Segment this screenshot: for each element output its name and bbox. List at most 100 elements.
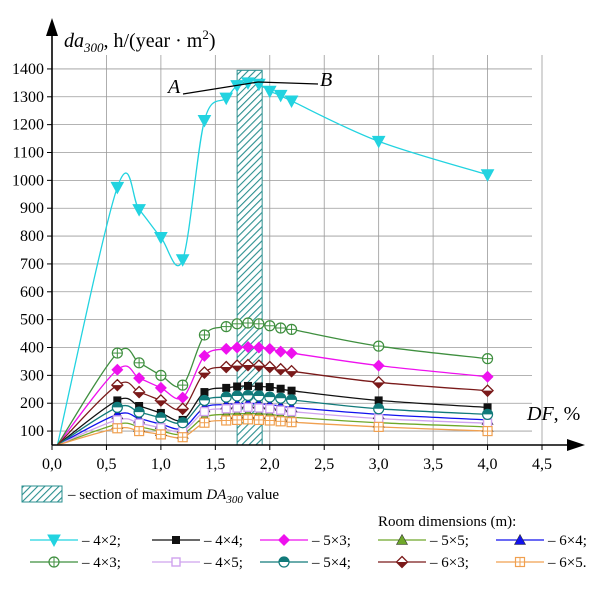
legend-marker	[514, 556, 526, 568]
data-point	[199, 406, 210, 417]
y-tick-label: 1000	[12, 172, 44, 189]
data-point	[481, 370, 494, 383]
data-point	[132, 385, 146, 399]
data-point	[111, 401, 123, 413]
data-point	[262, 85, 277, 99]
data-point	[480, 169, 495, 182]
y-tick-label: 1100	[13, 145, 44, 162]
data-point	[285, 364, 298, 378]
data-point	[275, 416, 286, 427]
legend-marker	[47, 534, 61, 548]
data-point	[221, 404, 231, 414]
data-point	[134, 425, 145, 437]
data-point	[374, 396, 383, 405]
x-axis-label: DF, %	[526, 403, 580, 425]
data-point	[264, 391, 276, 403]
data-point	[155, 412, 167, 424]
legend-label: – 4×3;	[81, 555, 121, 571]
x-tick-label: 4,0	[478, 456, 498, 473]
data-point	[276, 384, 285, 393]
data-point	[274, 362, 288, 376]
data-point	[175, 254, 190, 267]
data-point	[112, 415, 123, 425]
x-tick-label: 2,0	[260, 456, 280, 473]
data-point	[285, 323, 298, 335]
data-point	[481, 353, 494, 365]
data-point	[110, 181, 125, 195]
data-point	[155, 429, 166, 440]
data-point	[286, 406, 297, 417]
data-point	[286, 417, 297, 428]
legend-marker	[395, 533, 409, 545]
data-point	[373, 421, 384, 432]
data-point	[482, 425, 493, 437]
x-tick-label: 1,0	[151, 456, 171, 473]
legend-label: – 5×3;	[311, 533, 351, 549]
y-tick-label: 600	[20, 284, 44, 301]
data-point	[285, 394, 298, 406]
y-tick-label: 300	[20, 367, 44, 384]
data-point	[177, 417, 189, 429]
x-tick-label: 1,5	[205, 456, 225, 473]
grid-lines	[52, 55, 543, 445]
data-point	[275, 405, 286, 415]
data-point	[372, 375, 386, 389]
x-tick-label: 3,0	[369, 456, 389, 473]
data-point	[198, 394, 211, 407]
data-point	[154, 394, 168, 407]
legend-label: – 4×5;	[203, 555, 243, 571]
annotation-a: A	[166, 76, 181, 98]
data-point	[252, 341, 265, 354]
data-point	[231, 318, 243, 330]
axes	[46, 18, 585, 451]
legend-label: – 6×3;	[429, 555, 469, 571]
data-point	[371, 135, 386, 149]
data-point	[243, 402, 253, 413]
data-point	[287, 386, 296, 395]
data-point	[244, 381, 252, 390]
data-point	[263, 360, 277, 374]
data-point	[242, 317, 254, 329]
data-point	[222, 383, 231, 392]
y-tick-label: 800	[20, 228, 44, 245]
legend-marker	[513, 533, 527, 545]
x-tick-label: 3,5	[423, 456, 443, 473]
data-point	[265, 404, 275, 414]
data-point	[284, 95, 299, 109]
legend-marker	[278, 534, 290, 546]
x-tick-label: 0,0	[42, 456, 62, 473]
y-tick-label: 500	[20, 312, 44, 329]
data-point	[200, 388, 209, 397]
data-point	[197, 114, 212, 128]
data-point	[219, 92, 234, 106]
data-point	[373, 403, 385, 415]
data-point	[220, 321, 232, 333]
annotation-a-leader	[182, 81, 259, 95]
legend-marker	[172, 536, 180, 544]
tick-labels: 0,0 0,5 1,0 1,5 2,0 2,5 3,0 3,5 4,0 4,5 100 200 300 4…	[12, 61, 552, 473]
data-point	[264, 415, 275, 426]
data-point	[233, 382, 242, 391]
data-point	[176, 391, 189, 404]
data-point	[232, 403, 242, 413]
legend-label: – 4×4;	[203, 533, 243, 549]
legend-label: – 6×5.	[547, 555, 586, 571]
legend-title: Room dimensions (m):	[378, 514, 516, 530]
data-point	[372, 359, 385, 372]
y-tick-label: 100	[20, 423, 44, 440]
legend-marker	[278, 556, 290, 568]
data-point	[133, 372, 146, 385]
data-point	[177, 379, 189, 391]
data-point	[242, 340, 254, 353]
data-point	[285, 347, 298, 360]
data-point	[155, 369, 167, 381]
y-tick-label: 900	[20, 200, 44, 217]
data-point	[265, 383, 274, 392]
data-point	[483, 403, 492, 412]
data-point	[252, 359, 266, 373]
y-tick-label: 1400	[12, 61, 44, 78]
band-legend-text: – section of maximum DA300 value	[67, 487, 279, 506]
legend-marker	[171, 557, 181, 567]
annotation-b-leader	[257, 81, 319, 85]
